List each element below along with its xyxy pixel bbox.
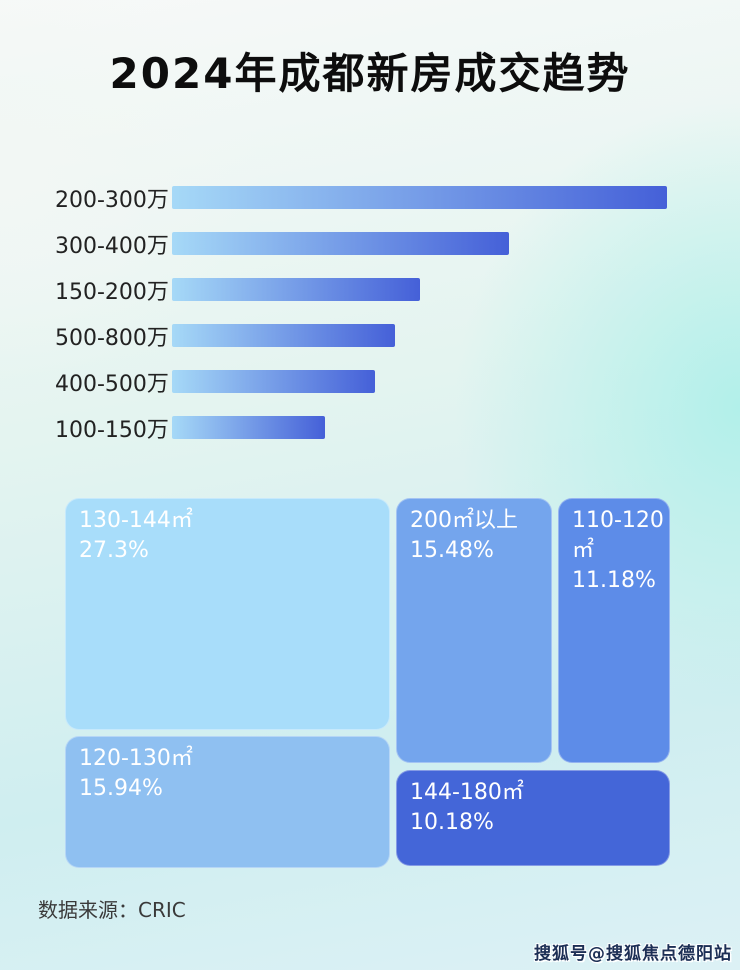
bar-track <box>172 416 667 439</box>
treemap-block-label: 120-130㎡ <box>79 746 193 771</box>
treemap-chart: 130-144㎡ 27.3% 120-130㎡ 15.94% 200㎡以上 15.48% 1… <box>65 498 670 868</box>
treemap-block-label: 144-180㎡ <box>410 780 524 805</box>
bar <box>172 324 395 347</box>
bar <box>172 186 667 209</box>
treemap-block-label: 110-120㎡ <box>572 508 664 563</box>
treemap-block-label: 200㎡以上 <box>410 508 518 533</box>
bar-category-label: 300-400万 <box>55 233 169 259</box>
bar-row: 500-800万 <box>55 324 667 351</box>
watermark: 搜狐号@搜狐焦点德阳站 <box>534 944 732 964</box>
bar-category-label: 200-300万 <box>55 187 169 213</box>
bar-category-label: 400-500万 <box>55 371 169 397</box>
bar-track <box>172 186 667 209</box>
bar <box>172 370 375 393</box>
bar-row: 150-200万 <box>55 278 667 305</box>
page-title: 2024年成都新房成交趋势 <box>109 49 631 98</box>
treemap-block-3: 110-120㎡ 11.18% <box>558 498 670 763</box>
treemap-block-4: 144-180㎡ 10.18% <box>396 770 670 866</box>
treemap-block-percent: 15.48% <box>410 538 494 563</box>
bar <box>172 232 509 255</box>
treemap-block-label: 130-144㎡ <box>79 508 193 533</box>
bar-track <box>172 232 667 255</box>
treemap-block-2: 200㎡以上 15.48% <box>396 498 552 763</box>
bar-chart: 200-300万 300-400万 150-200万 500-800万 400-500万… <box>55 186 667 462</box>
bar-track <box>172 278 667 301</box>
bar-row: 400-500万 <box>55 370 667 397</box>
bar-category-label: 100-150万 <box>55 417 169 443</box>
bar <box>172 416 326 439</box>
bar-row: 200-300万 <box>55 186 667 213</box>
treemap-block-percent: 27.3% <box>79 538 149 563</box>
bar-row: 300-400万 <box>55 232 667 259</box>
treemap-block-percent: 11.18% <box>572 568 656 593</box>
bar-track <box>172 370 667 393</box>
treemap-block-percent: 10.18% <box>410 810 494 835</box>
bar <box>172 278 420 301</box>
treemap-block-percent: 15.94% <box>79 776 163 801</box>
data-source-label: 数据来源：CRIC <box>38 898 186 922</box>
bar-category-label: 500-800万 <box>55 325 169 351</box>
treemap-block-0: 130-144㎡ 27.3% <box>65 498 390 730</box>
bar-row: 100-150万 <box>55 416 667 443</box>
bar-track <box>172 324 667 347</box>
bar-category-label: 150-200万 <box>55 279 169 305</box>
treemap-block-1: 120-130㎡ 15.94% <box>65 736 390 868</box>
